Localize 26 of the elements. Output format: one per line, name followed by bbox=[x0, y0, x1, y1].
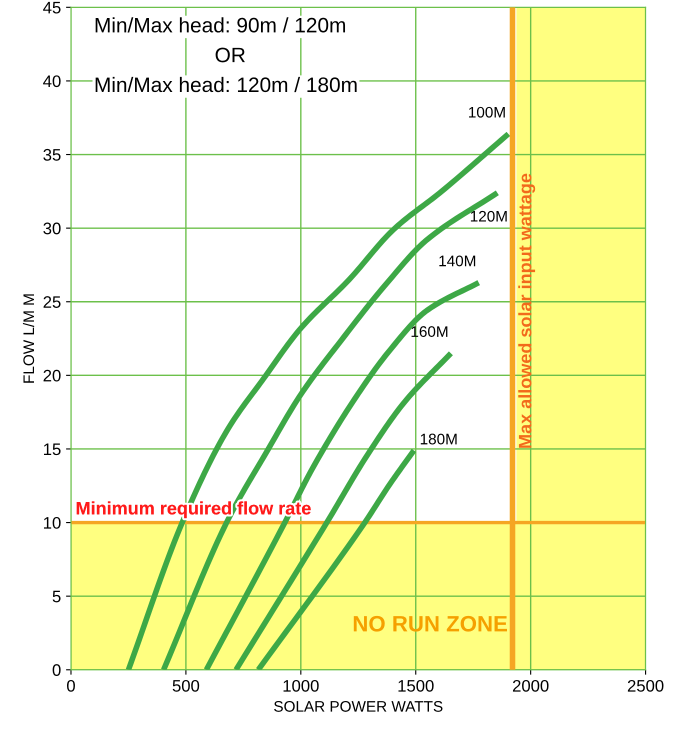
ref-line-label: Max allowed solar input wattage bbox=[518, 174, 536, 448]
y-tick-label: 40 bbox=[43, 75, 61, 88]
y-tick-label: 25 bbox=[44, 296, 61, 308]
x-tick-label: 2000 bbox=[512, 680, 549, 692]
y-tick-label: 35 bbox=[43, 148, 61, 161]
x-tick-label: 1000 bbox=[284, 680, 319, 692]
y-tick-label: 10 bbox=[44, 516, 61, 529]
x-tick-label: 1500 bbox=[398, 680, 434, 692]
annotation: Min/Max head: 120m / 180m bbox=[96, 76, 357, 92]
y-tick-label: 15 bbox=[44, 444, 61, 456]
series-label: 180M bbox=[420, 434, 457, 444]
y-tick-label: 5 bbox=[52, 590, 61, 602]
series-label: 140M bbox=[439, 256, 476, 266]
annotation: Min/Max head: 90m / 120m bbox=[96, 17, 346, 33]
y-tick-label: 30 bbox=[43, 222, 61, 234]
y-tick-label: 45 bbox=[43, 2, 61, 14]
series-label: 100M bbox=[469, 106, 505, 118]
x-tick-label: 0 bbox=[66, 680, 75, 692]
series-label: 120M bbox=[470, 210, 507, 222]
y-tick-label: 0 bbox=[52, 664, 61, 676]
x-tick-label: 2500 bbox=[628, 680, 664, 692]
annotation: OR bbox=[216, 48, 245, 62]
x-tick-label: 500 bbox=[172, 680, 200, 692]
y-axis-title: FLOW L/M M bbox=[22, 294, 34, 383]
x-axis-title: SOLAR POWER WATTS bbox=[274, 701, 442, 712]
y-tick-label: 20 bbox=[44, 370, 61, 382]
